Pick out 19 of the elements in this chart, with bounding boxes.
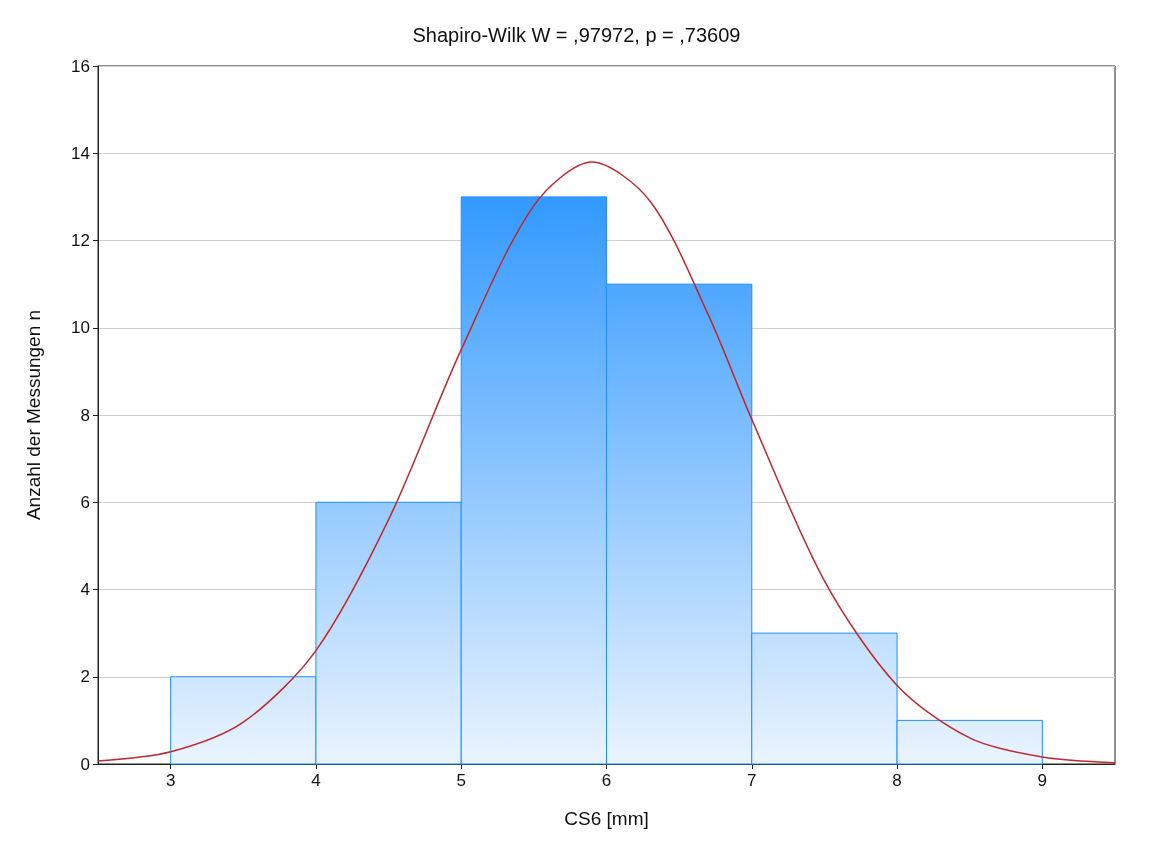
y-tick-label: 16 — [71, 56, 90, 76]
y-tick-label: 8 — [80, 405, 90, 425]
x-tick-label: 8 — [892, 771, 902, 790]
x-tick-label: 6 — [601, 771, 612, 790]
x-tick-label: 7 — [747, 771, 757, 790]
y-tick-label: 0 — [80, 754, 90, 774]
y-tick-label: 2 — [80, 667, 90, 687]
y-tick-label: 12 — [71, 231, 90, 250]
y-tick-label: 4 — [80, 580, 90, 599]
chart-title: Shapiro-Wilk W = ,97972, p = ,73609 — [412, 24, 741, 46]
y-tick-label: 6 — [80, 492, 90, 512]
x-axis-title: CS6 [mm] — [564, 808, 649, 829]
x-tick-label: 5 — [456, 771, 466, 790]
y-axis-title: Anzahl der Messungen n — [23, 309, 44, 521]
y-tick-label: 14 — [71, 143, 90, 163]
y-tick-label: 10 — [71, 318, 90, 338]
x-tick-label: 4 — [311, 771, 321, 790]
x-tick-label: 3 — [165, 771, 176, 790]
x-tick-label: 9 — [1037, 771, 1048, 790]
